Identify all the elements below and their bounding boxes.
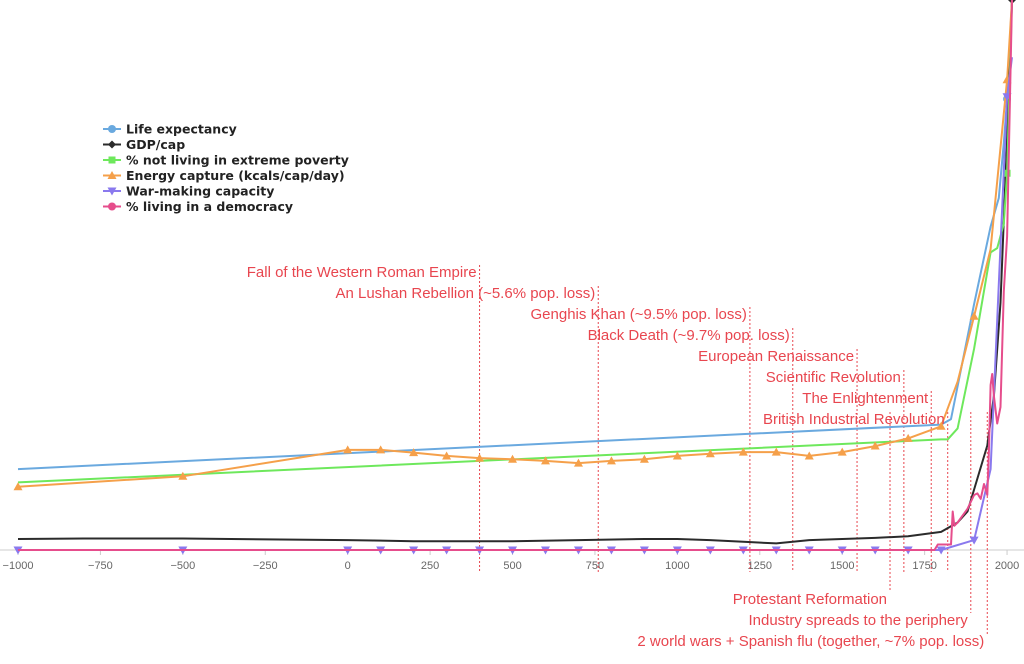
legend-swatch-marker <box>108 125 116 133</box>
data-point <box>475 453 485 462</box>
legend-label: Energy capture (kcals/cap/day) <box>126 168 345 183</box>
data-point <box>903 433 913 442</box>
data-point <box>672 451 682 460</box>
annotation-the-enlightenment: The Enlightenment <box>802 390 929 407</box>
data-point <box>409 448 419 457</box>
annotation-european-renaissance: European Renaissance <box>698 348 854 365</box>
legend-swatch-marker <box>108 140 116 149</box>
data-point <box>376 445 386 454</box>
annotation-label: Black Death (~9.7% pop. loss) <box>588 327 790 344</box>
series-not-living-in-extreme-poverty <box>17 0 1013 484</box>
legend-swatch-marker <box>107 187 117 196</box>
annotation-label: Industry spreads to the periphery <box>748 612 968 629</box>
x-tick-label: 250 <box>421 560 439 572</box>
annotation-label: Fall of the Western Roman Empire <box>247 264 477 281</box>
annotation-label: 2 world wars + Spanish flu (together, ~7… <box>637 633 984 650</box>
legend-item-gdp-cap: GDP/cap <box>103 137 185 152</box>
data-point <box>936 421 946 430</box>
annotation-labels: Fall of the Western Roman Empire An Lusha… <box>247 264 985 650</box>
x-tick-label: 2000 <box>995 560 1019 572</box>
series-lines <box>13 0 1016 555</box>
legend-swatch-marker <box>108 202 116 211</box>
data-point <box>936 546 946 555</box>
legend-label: Life expectancy <box>126 122 237 137</box>
data-point <box>804 451 814 460</box>
annotation-label: British Industrial Revolution <box>763 411 945 428</box>
x-tick-label: 750 <box>586 560 604 572</box>
x-tick-label: −500 <box>170 560 195 572</box>
series-line <box>18 0 1013 551</box>
x-tick-label: −1000 <box>3 560 34 572</box>
x-tick-label: 0 <box>345 560 351 572</box>
legend-label: % living in a democracy <box>126 199 293 214</box>
series-line <box>17 0 1013 545</box>
annotation-protestant-reformation: Protestant Reformation <box>733 591 887 608</box>
annotation-genghis-khan-9-5-pop-loss: Genghis Khan (~9.5% pop. loss) <box>531 306 747 323</box>
x-tick-label: 1250 <box>748 560 772 572</box>
data-point <box>573 458 583 467</box>
x-tick-label: −250 <box>253 560 278 572</box>
legend-swatch-marker <box>107 171 117 179</box>
series-line <box>17 0 1013 484</box>
x-tick-label: −750 <box>88 560 113 572</box>
annotation-black-death-9-7-pop-loss: Black Death (~9.7% pop. loss) <box>588 327 790 344</box>
series-living-in-a-democracy <box>18 0 1013 551</box>
data-point <box>1003 169 1011 177</box>
series-line <box>17 0 1013 488</box>
annotation-fall-of-the-western-roman-empire: Fall of the Western Roman Empire <box>247 264 477 281</box>
legend-item-not-living-in-extreme-poverty: % not living in extreme poverty <box>103 153 349 168</box>
annotation-scientific-revolution: Scientific Revolution <box>766 369 901 386</box>
annotation-label: Genghis Khan (~9.5% pop. loss) <box>531 306 747 323</box>
data-point <box>13 482 23 491</box>
legend-item-war-making-capacity: War-making capacity <box>103 184 274 199</box>
annotation-british-industrial-revolution: British Industrial Revolution <box>763 411 945 428</box>
legend-item-living-in-a-democracy: % living in a democracy <box>103 199 293 214</box>
annotation-label: European Renaissance <box>698 348 854 365</box>
annotation-industry-spreads-to-the-periphery: Industry spreads to the periphery <box>748 612 968 629</box>
annotation-label: An Lushan Rebellion (~5.6% pop. loss) <box>335 285 595 302</box>
annotation-label: The Enlightenment <box>802 390 929 407</box>
data-point <box>870 441 880 450</box>
legend-label: War-making capacity <box>126 184 274 199</box>
data-point <box>837 447 847 456</box>
data-point <box>343 445 353 454</box>
legend-label: GDP/cap <box>126 137 185 152</box>
legend-item-energy-capture-kcals-cap-day: Energy capture (kcals/cap/day) <box>103 168 345 183</box>
data-point <box>178 471 188 480</box>
data-point <box>540 456 550 465</box>
data-point <box>442 451 452 460</box>
data-point <box>969 311 979 320</box>
data-point <box>969 536 979 545</box>
legend-swatch-marker <box>108 156 116 164</box>
data-point <box>738 447 748 456</box>
data-point <box>639 454 649 463</box>
x-tick-label: 1500 <box>830 560 854 572</box>
annotation-2-world-wars-spanish-flu-together-7-pop-: 2 world wars + Spanish flu (together, ~7… <box>637 633 984 650</box>
x-axis-ticks: −1000 −750 −500 −250 0 250 500 750 1000 1250 1500 1… <box>3 550 1019 572</box>
annotation-label: Protestant Reformation <box>733 591 887 608</box>
annotation-an-lushan-rebellion-5-6-pop-loss: An Lushan Rebellion (~5.6% pop. loss) <box>335 285 595 302</box>
x-tick-label: 500 <box>503 560 521 572</box>
x-tick-label: 1000 <box>665 560 689 572</box>
x-tick-label: 1750 <box>912 560 936 572</box>
annotation-label: Scientific Revolution <box>766 369 901 386</box>
data-point <box>705 449 715 458</box>
legend-label: % not living in extreme poverty <box>126 153 349 168</box>
legend-item-life-expectancy: Life expectancy <box>103 122 237 137</box>
data-point <box>771 447 781 456</box>
data-point <box>606 456 616 465</box>
data-point <box>508 454 518 463</box>
